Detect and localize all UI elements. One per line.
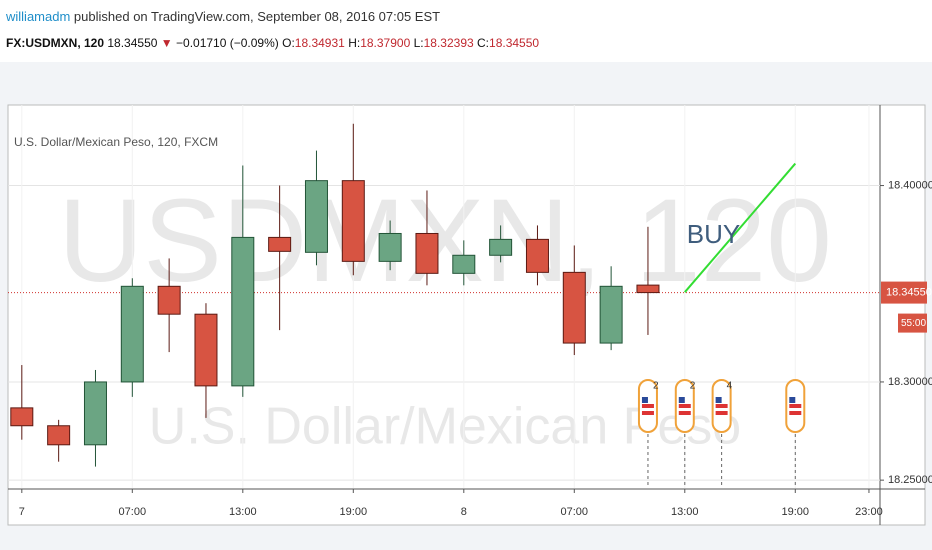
x-tick-label: 13:00 xyxy=(229,506,257,518)
watermark-symbol: USDMXN, 120 xyxy=(58,175,832,307)
arrow: ▼ xyxy=(160,36,173,50)
flag-stripes xyxy=(641,411,654,415)
candle-body xyxy=(194,313,218,387)
x-tick-label: 23:00 xyxy=(855,506,883,518)
candle-body xyxy=(378,232,402,262)
candle-body xyxy=(47,425,71,446)
flag-stripes xyxy=(715,404,728,408)
x-tick-label: 7 xyxy=(19,506,25,518)
candle-body xyxy=(599,285,623,344)
annotation-text: BUY xyxy=(687,219,740,249)
flag-blue xyxy=(789,397,796,403)
flag-blue xyxy=(641,397,648,403)
x-tick-label: 13:00 xyxy=(671,506,699,518)
h-label: H: xyxy=(348,36,361,50)
flag-blue xyxy=(715,397,722,403)
countdown-box xyxy=(898,313,927,333)
header: williamadm published on TradingView.com,… xyxy=(0,0,932,62)
countdown: 55:00 xyxy=(901,318,926,329)
x-tick-label: 07:00 xyxy=(561,506,589,518)
y-tick-label: 18.30000 xyxy=(888,376,932,388)
event-count: 4 xyxy=(727,381,733,392)
candle-body xyxy=(120,285,144,383)
x-tick-label: 07:00 xyxy=(119,506,147,518)
last-price-box xyxy=(881,281,927,304)
candle-body xyxy=(525,238,549,273)
candle-body xyxy=(452,254,476,274)
publish-line: williamadm published on TradingView.com,… xyxy=(6,9,440,24)
candle-body xyxy=(341,180,365,262)
published: published on TradingView.com, September … xyxy=(73,9,441,24)
candle-body xyxy=(562,271,586,344)
close: 18.34550 xyxy=(489,36,540,50)
candle-body xyxy=(415,232,439,274)
change: −0.01710 (−0.09%) xyxy=(176,36,279,50)
author[interactable]: williamadm xyxy=(6,9,71,24)
candle-body xyxy=(231,236,255,387)
x-tick-label: 19:00 xyxy=(782,506,810,518)
trend-line xyxy=(684,162,797,293)
low: 18.32393 xyxy=(423,36,474,50)
candle-body xyxy=(304,180,328,253)
flag-blue xyxy=(678,397,685,403)
chart-frame xyxy=(7,104,926,526)
flag-stripes xyxy=(715,411,728,415)
flag-stripes xyxy=(641,404,654,408)
high: 18.37900 xyxy=(360,36,411,50)
event-count: 2 xyxy=(690,381,696,392)
candle-body xyxy=(489,238,513,256)
flag-stripes xyxy=(789,411,802,415)
flag-stripes xyxy=(789,404,802,408)
symbol: FX:USDMXN, 120 xyxy=(6,36,105,50)
event-count: 2 xyxy=(653,381,659,392)
chart-title: U.S. Dollar/Mexican Peso, 120, FXCM xyxy=(14,135,218,149)
flag-stripes xyxy=(678,404,691,408)
flag-stripes xyxy=(678,411,691,415)
x-tick-label: 19:00 xyxy=(340,506,368,518)
open: 18.34931 xyxy=(294,36,345,50)
y-tick-label: 18.40000 xyxy=(888,179,932,191)
l-label: L: xyxy=(413,36,424,50)
last-price-label: 18.34550 xyxy=(886,286,932,298)
ohlc-line: FX:USDMXN, 120 18.34550 ▼ −0.01710 (−0.0… xyxy=(6,36,539,50)
candle-body xyxy=(83,381,107,446)
last: 18.34550 xyxy=(107,36,158,50)
candle-body xyxy=(268,236,292,252)
o-label: O: xyxy=(282,36,295,50)
candle-body xyxy=(157,285,181,315)
candle-body xyxy=(636,284,660,294)
candle-body xyxy=(10,407,34,427)
y-tick-label: 18.25000 xyxy=(888,474,932,486)
c-label: C: xyxy=(477,36,490,50)
x-tick-label: 8 xyxy=(461,506,467,518)
